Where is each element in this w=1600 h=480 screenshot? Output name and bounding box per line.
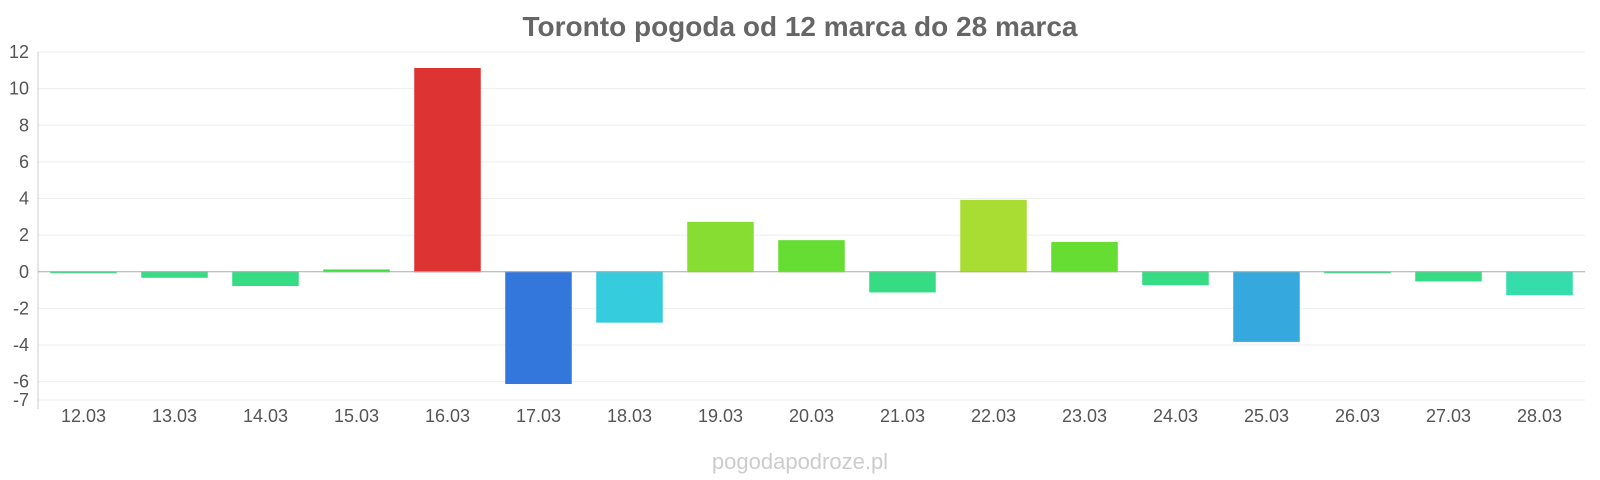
bar-14.03	[232, 271, 299, 287]
y-tick-label: -7	[13, 390, 29, 410]
y-tick-label: -2	[13, 298, 29, 318]
y-tick-label: 12	[9, 42, 29, 62]
bar-25.03	[1233, 271, 1300, 342]
bar-18.03	[596, 271, 663, 323]
y-tick-label: 2	[19, 225, 29, 245]
y-tick-labels: 12 10 8 6 4 2 0 -2 -4 -6-7	[9, 42, 29, 410]
x-tick-label: 13.03	[152, 406, 197, 426]
chart-title: Toronto pogoda od 12 marca do 28 marca	[523, 11, 1078, 42]
x-tick-label: 28.03	[1517, 406, 1562, 426]
bar-23.03	[1051, 241, 1118, 273]
x-tick-label: 23.03	[1062, 406, 1107, 426]
x-tick-label: 26.03	[1335, 406, 1380, 426]
bars	[50, 67, 1573, 385]
gridlines	[38, 51, 1585, 401]
bar-22.03	[960, 199, 1027, 273]
x-tick-label: 20.03	[789, 406, 834, 426]
y-tick-label: 8	[19, 115, 29, 135]
y-tick-label: 6	[19, 152, 29, 172]
y-tick-label: -6	[13, 372, 29, 392]
x-tick-label: 18.03	[607, 406, 652, 426]
y-tick-label: -4	[13, 335, 29, 355]
y-tick-label: 10	[9, 79, 29, 99]
y-tick-label: 4	[19, 189, 29, 209]
x-tick-label: 15.03	[334, 406, 379, 426]
bar-21.03	[869, 271, 936, 293]
x-tick-label: 17.03	[516, 406, 561, 426]
x-tick-label: 14.03	[243, 406, 288, 426]
bar-17.03	[505, 271, 572, 385]
x-tick-label: 16.03	[425, 406, 470, 426]
bar-13.03	[141, 271, 208, 278]
x-tick-label: 27.03	[1426, 406, 1471, 426]
x-tick-label: 24.03	[1153, 406, 1198, 426]
bar-28.03	[1506, 271, 1573, 296]
watermark: pogodapodroze.pl	[712, 449, 888, 474]
bar-27.03	[1415, 271, 1482, 282]
bar-24.03	[1142, 271, 1209, 286]
x-tick-label: 12.03	[61, 406, 106, 426]
x-tick-label: 22.03	[971, 406, 1016, 426]
x-tick-labels: 12.03 13.03 14.03 15.03 16.03 17.03 18.03 19.03…	[61, 406, 1562, 426]
bar-19.03	[687, 221, 754, 273]
x-tick-label: 25.03	[1244, 406, 1289, 426]
x-tick-label: 21.03	[880, 406, 925, 426]
x-tick-label: 19.03	[698, 406, 743, 426]
y-tick-label: 0	[19, 262, 29, 282]
bar-20.03	[778, 240, 845, 273]
bar-16.03	[414, 67, 481, 273]
